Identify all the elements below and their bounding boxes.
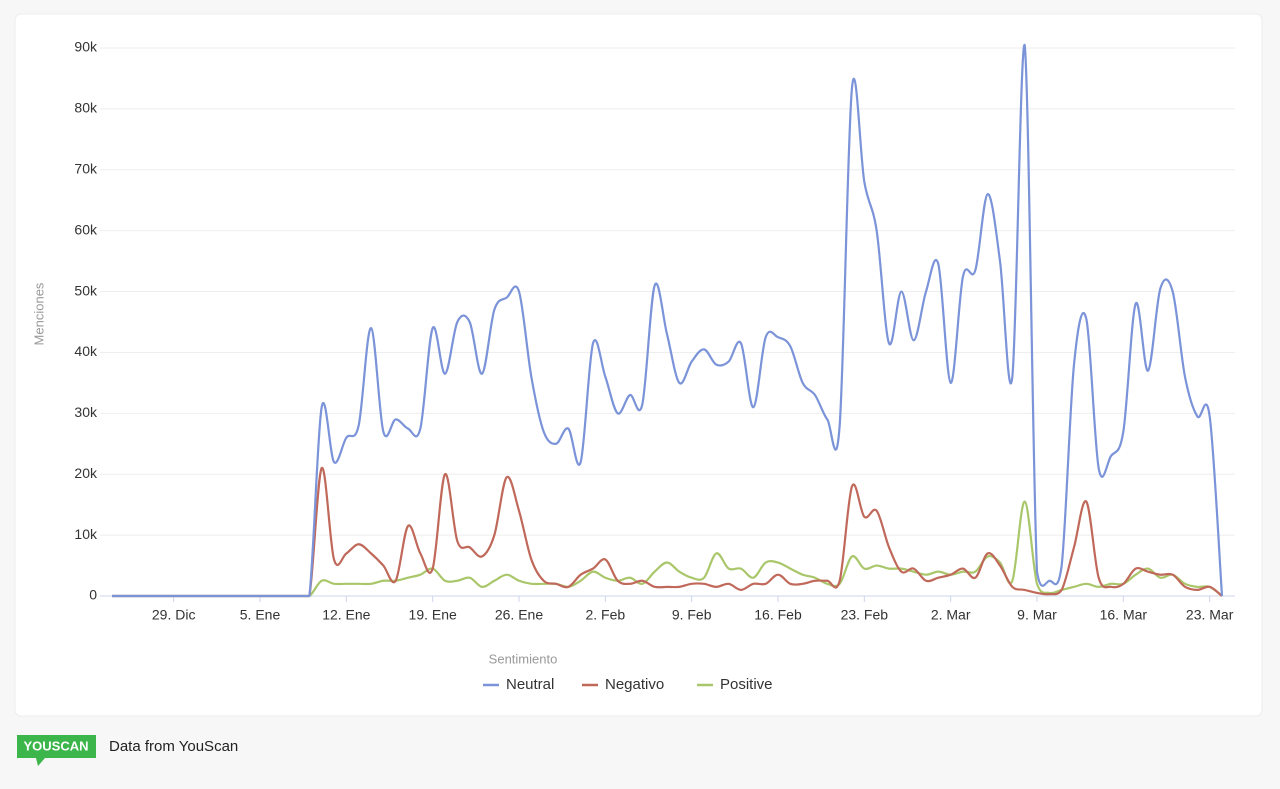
y-tick-label: 20k [74, 465, 98, 481]
y-tick-label: 50k [74, 282, 98, 298]
y-tick-label: 80k [74, 100, 98, 116]
series-line [111, 43, 1224, 598]
source-note: Data from YouScan [109, 738, 238, 755]
x-tick-label: 16. Feb [754, 607, 802, 623]
footer: YOUSCAN Data from YouScan [17, 735, 238, 766]
y-tick-label: 30k [74, 404, 98, 420]
legend-label: Neutral [506, 676, 554, 693]
y-axis-title: Menciones [31, 282, 46, 345]
x-tick-label: 9. Mar [1017, 607, 1057, 623]
legend-item[interactable]: Positive [697, 676, 773, 693]
logo-text: YOUSCAN [23, 738, 88, 753]
x-tick-label: 5. Ene [240, 607, 281, 623]
legend-item[interactable]: Neutral [483, 676, 554, 693]
y-tick-label: 70k [74, 160, 98, 176]
x-tick-label: 9. Feb [672, 607, 712, 623]
x-tick-label: 16. Mar [1100, 607, 1148, 623]
y-tick-label: 60k [74, 221, 98, 237]
x-tick-label: 2. Feb [585, 607, 625, 623]
y-tick-label: 10k [74, 526, 98, 542]
y-tick-label: 40k [74, 343, 98, 359]
legend-title: Sentimiento [489, 651, 558, 666]
logo-box [17, 735, 96, 758]
y-tick-label: 0 [89, 587, 97, 603]
legend-label: Negativo [605, 676, 664, 693]
x-tick-label: 29. Dic [152, 607, 196, 623]
x-tick-label: 23. Mar [1186, 607, 1234, 623]
x-tick-label: 26. Ene [495, 607, 543, 623]
x-tick-label: 23. Feb [841, 607, 889, 623]
y-tick-label: 90k [74, 39, 98, 55]
x-tick-label: 2. Mar [931, 607, 971, 623]
legend-item[interactable]: Negativo [582, 676, 664, 693]
legend-label: Positive [720, 676, 773, 693]
logo-tail [36, 758, 45, 766]
x-tick-label: 12. Ene [322, 607, 370, 623]
x-tick-label: 19. Ene [409, 607, 457, 623]
chart-card [14, 13, 1263, 717]
